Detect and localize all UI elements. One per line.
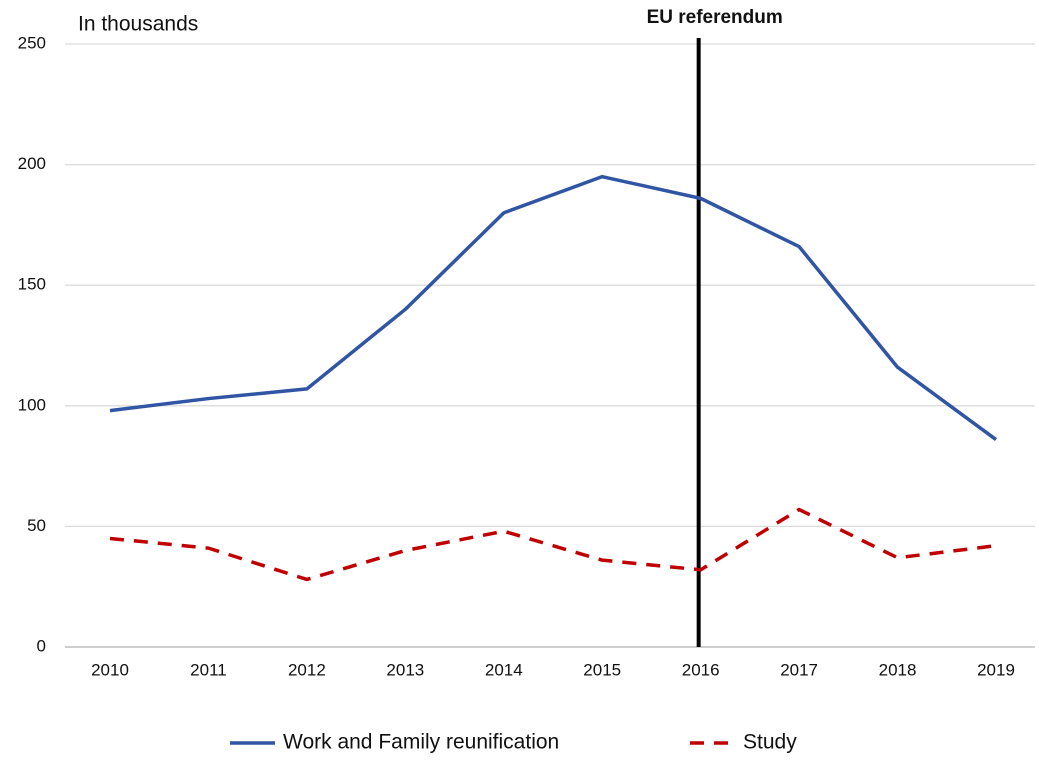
- y-tick-label: 200: [18, 154, 46, 173]
- legend-label: Work and Family reunification: [283, 731, 559, 754]
- y-tick-label: 0: [37, 636, 46, 655]
- legend-label: Study: [743, 731, 797, 754]
- x-tick-label: 2018: [879, 660, 917, 679]
- y-tick-label: 250: [18, 33, 46, 52]
- y-tick-label: 150: [18, 275, 46, 294]
- x-tick-label: 2011: [190, 660, 227, 679]
- data-line: [109, 174, 998, 441]
- x-tick-label: 2013: [386, 660, 424, 679]
- y-tick-label: 50: [27, 516, 46, 535]
- x-tick-label: 2017: [780, 660, 818, 679]
- y-axis-label: In thousands: [78, 13, 198, 36]
- x-tick-label: 2014: [485, 660, 523, 679]
- y-tick-label: 100: [18, 395, 46, 414]
- x-tick-label: 2015: [583, 660, 621, 679]
- x-tick-label: 2019: [977, 660, 1015, 679]
- data-line: [109, 507, 997, 582]
- x-tick-label: 2010: [91, 660, 129, 679]
- x-tick-label: 2012: [288, 660, 326, 679]
- annotation: EU referendum: [647, 7, 783, 28]
- x-tick-label: 2016: [682, 660, 720, 679]
